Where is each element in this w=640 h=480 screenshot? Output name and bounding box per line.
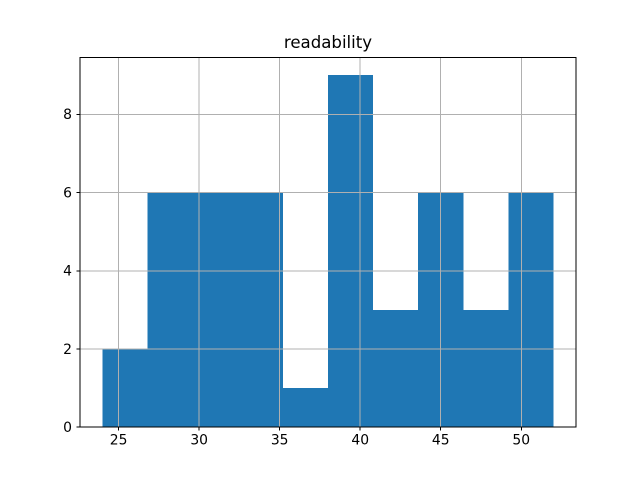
chart-title: readability <box>283 33 373 52</box>
axes-spines <box>79 57 577 428</box>
x-tick-label: 40 <box>351 433 369 449</box>
histogram-bar <box>463 309 509 428</box>
x-tick-label: 25 <box>110 433 128 449</box>
y-tick-label: 2 <box>63 342 72 358</box>
histogram-bar <box>192 192 238 428</box>
x-tick-label: 30 <box>190 433 208 449</box>
x-tick-label: 45 <box>432 433 450 449</box>
histogram-bar <box>328 75 374 428</box>
y-tick-label: 6 <box>63 185 72 201</box>
y-tick-label: 8 <box>63 107 72 123</box>
y-tick-label: 4 <box>63 264 72 280</box>
histogram-bar <box>147 192 193 428</box>
y-tick-label: 0 <box>63 420 72 436</box>
histogram-bar <box>508 192 554 428</box>
histogram-bar <box>237 192 283 428</box>
histogram-bar <box>282 388 328 428</box>
x-tick-label: 35 <box>271 433 289 449</box>
x-tick-label: 50 <box>512 433 530 449</box>
histogram-bar <box>373 309 419 428</box>
histogram-bar <box>102 348 148 428</box>
